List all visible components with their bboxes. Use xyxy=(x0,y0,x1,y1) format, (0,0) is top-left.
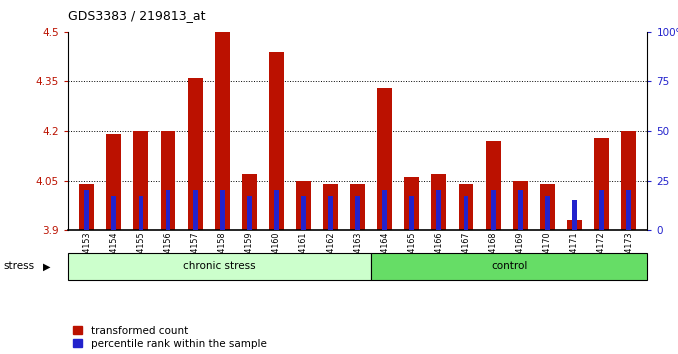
Bar xyxy=(68,253,372,280)
Bar xyxy=(165,190,170,230)
Bar xyxy=(540,184,555,230)
Bar xyxy=(513,181,527,230)
Bar xyxy=(567,220,582,230)
Bar xyxy=(242,174,257,230)
Bar xyxy=(134,131,148,230)
Bar xyxy=(372,253,647,280)
Bar xyxy=(485,141,500,230)
Text: chronic stress: chronic stress xyxy=(183,261,256,272)
Bar xyxy=(599,190,604,230)
Bar xyxy=(572,200,577,230)
Bar xyxy=(188,78,203,230)
Bar xyxy=(626,190,631,230)
Bar xyxy=(274,190,279,230)
Bar xyxy=(301,196,306,230)
Bar xyxy=(111,196,117,230)
Bar xyxy=(161,131,176,230)
Bar xyxy=(84,190,89,230)
Legend: transformed count, percentile rank within the sample: transformed count, percentile rank withi… xyxy=(73,326,266,349)
Bar xyxy=(323,184,338,230)
Bar xyxy=(106,134,121,230)
Bar xyxy=(79,184,94,230)
Bar xyxy=(193,190,197,230)
Bar xyxy=(404,177,419,230)
Text: ▶: ▶ xyxy=(43,261,50,272)
Bar xyxy=(269,52,284,230)
Bar xyxy=(247,196,252,230)
Bar xyxy=(138,196,143,230)
Bar xyxy=(220,190,224,230)
Bar xyxy=(296,181,311,230)
Bar xyxy=(377,88,392,230)
Bar xyxy=(621,131,636,230)
Bar xyxy=(518,190,523,230)
Bar xyxy=(491,190,496,230)
Bar xyxy=(355,196,360,230)
Bar xyxy=(328,196,333,230)
Text: control: control xyxy=(492,261,527,272)
Text: GDS3383 / 219813_at: GDS3383 / 219813_at xyxy=(68,9,205,22)
Bar xyxy=(410,196,414,230)
Bar xyxy=(464,196,468,230)
Bar xyxy=(437,190,441,230)
Bar xyxy=(594,138,609,230)
Bar xyxy=(351,184,365,230)
Bar xyxy=(382,190,387,230)
Bar xyxy=(215,32,230,230)
Bar xyxy=(431,174,446,230)
Bar xyxy=(458,184,473,230)
Bar xyxy=(545,196,550,230)
Text: stress: stress xyxy=(3,261,35,272)
